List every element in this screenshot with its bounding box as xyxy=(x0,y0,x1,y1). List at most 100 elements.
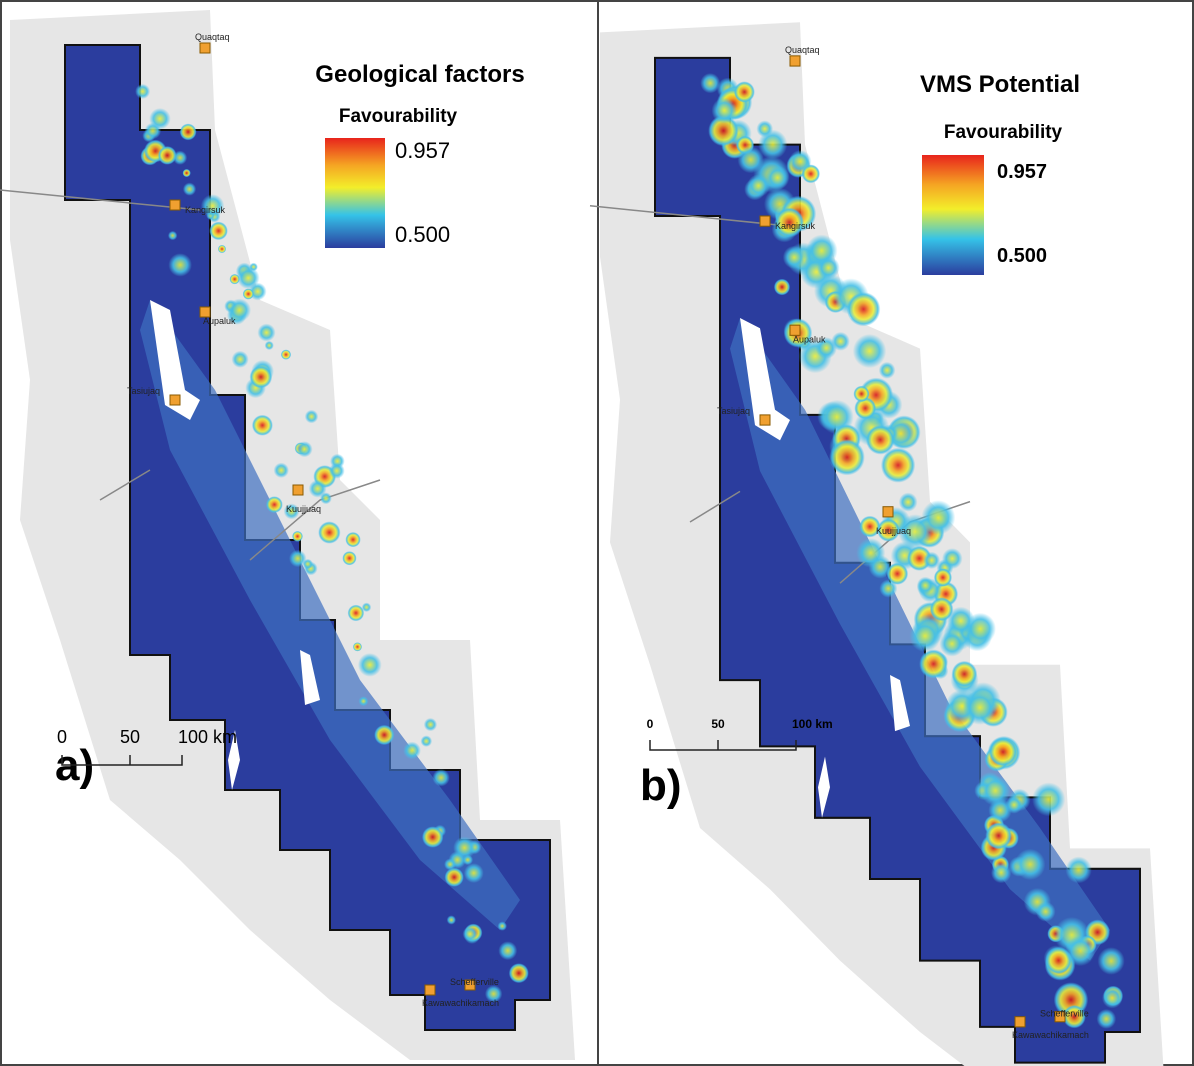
hotspot xyxy=(756,120,773,137)
hotspot xyxy=(738,146,764,173)
hotspot xyxy=(1036,902,1056,922)
legend-title: Favourability xyxy=(339,106,458,127)
hotspot xyxy=(899,493,918,512)
hotspot xyxy=(232,351,249,368)
hotspot xyxy=(464,863,484,883)
hotspot xyxy=(345,532,360,547)
hotspot xyxy=(942,548,963,569)
hotspot xyxy=(135,84,150,99)
map-panel: QuaqtaqKangirsukAupalukTasiujaqKuujjuaqS… xyxy=(590,22,1165,1066)
scale-label: 0 xyxy=(57,727,67,747)
hotspot xyxy=(444,858,456,870)
hotspot xyxy=(509,963,529,983)
hotspot xyxy=(1066,856,1092,883)
hotspot xyxy=(303,559,314,570)
town-label: Tasiujaq xyxy=(717,406,750,416)
town-marker xyxy=(170,395,180,405)
legend-max: 0.957 xyxy=(997,161,1047,183)
hotspot xyxy=(498,941,517,960)
hotspot xyxy=(424,718,437,731)
legend-min: 0.500 xyxy=(395,222,450,247)
hotspot xyxy=(829,439,865,475)
hotspot xyxy=(980,775,1010,806)
hotspot xyxy=(985,822,1012,849)
town-marker xyxy=(425,985,435,995)
town-label: Quaqtaq xyxy=(195,32,230,42)
hotspot xyxy=(712,98,737,124)
hotspot xyxy=(265,341,274,350)
hotspot xyxy=(358,696,368,706)
hotspot xyxy=(909,620,941,652)
town-label: Tasiujaq xyxy=(127,386,160,396)
town-label: Aupaluk xyxy=(793,334,826,344)
town-label: Schefferville xyxy=(450,977,499,987)
hotspot xyxy=(965,613,996,645)
town-marker xyxy=(760,415,770,425)
scale-label: 50 xyxy=(711,717,725,731)
hotspot xyxy=(353,642,362,651)
hotspot xyxy=(989,737,1018,766)
hotspot xyxy=(963,690,997,724)
map-panel: QuaqtaqKangirsukAupalukTasiujaqKuujjuaqS… xyxy=(0,10,575,1060)
hotspot xyxy=(447,915,456,924)
map-figure: QuaqtaqKangirsukAupalukTasiujaqKuujjuaqS… xyxy=(0,0,1194,1066)
hotspot xyxy=(243,288,254,299)
legend-max: 0.957 xyxy=(395,138,450,163)
legend-colorbar xyxy=(922,155,984,275)
hotspot xyxy=(847,292,881,326)
legend-title: Favourability xyxy=(944,122,1063,143)
hotspot xyxy=(180,123,197,140)
hotspot xyxy=(1065,936,1095,966)
town-label: Kawawachikamach xyxy=(1012,1030,1089,1040)
hotspot xyxy=(445,868,464,887)
hotspot xyxy=(297,441,313,457)
hotspot xyxy=(951,661,977,687)
hotspot xyxy=(158,146,177,165)
legend-colorbar xyxy=(325,138,385,248)
hotspot xyxy=(374,725,394,745)
hotspot xyxy=(869,555,892,579)
hotspot xyxy=(774,279,790,296)
scale-label: 100 km xyxy=(792,717,833,731)
hotspot xyxy=(853,386,869,402)
hotspot xyxy=(1102,987,1123,1008)
hotspot xyxy=(802,164,820,183)
scale-label: 100 km xyxy=(178,727,237,747)
hotspot xyxy=(348,605,365,622)
hotspot xyxy=(1097,1009,1117,1029)
hotspot xyxy=(329,463,345,479)
hotspot xyxy=(463,926,478,941)
town-label: Kangirsuk xyxy=(185,205,226,215)
panel-title: VMS Potential xyxy=(920,71,1080,98)
hotspot xyxy=(817,256,840,279)
hotspot xyxy=(421,735,433,747)
hotspot xyxy=(342,551,356,565)
hotspot xyxy=(358,653,382,677)
town-marker xyxy=(790,56,800,66)
hotspot xyxy=(403,742,421,760)
hotspot xyxy=(432,769,449,786)
hotspot xyxy=(183,183,196,196)
town-marker xyxy=(883,507,893,517)
town-marker xyxy=(200,43,210,53)
legend-min: 0.500 xyxy=(997,245,1047,267)
hotspot xyxy=(853,334,886,368)
town-marker xyxy=(1015,1017,1025,1027)
hotspot xyxy=(209,222,228,241)
hotspot xyxy=(145,123,162,140)
town-marker xyxy=(760,216,770,226)
panel-title: Geological factors xyxy=(315,61,524,88)
hotspot xyxy=(168,253,192,277)
hotspot xyxy=(1098,947,1125,975)
hotspot xyxy=(939,631,964,657)
hotspot xyxy=(362,603,371,612)
hotspot xyxy=(919,649,948,678)
hotspot xyxy=(257,324,275,342)
town-marker xyxy=(170,200,180,210)
hotspot xyxy=(305,410,319,424)
hotspot xyxy=(292,531,303,542)
hotspot xyxy=(879,579,897,597)
town-label: Kawawachikamach xyxy=(422,998,499,1008)
town-label: Quaqtaq xyxy=(785,45,819,55)
hotspot xyxy=(318,521,340,543)
